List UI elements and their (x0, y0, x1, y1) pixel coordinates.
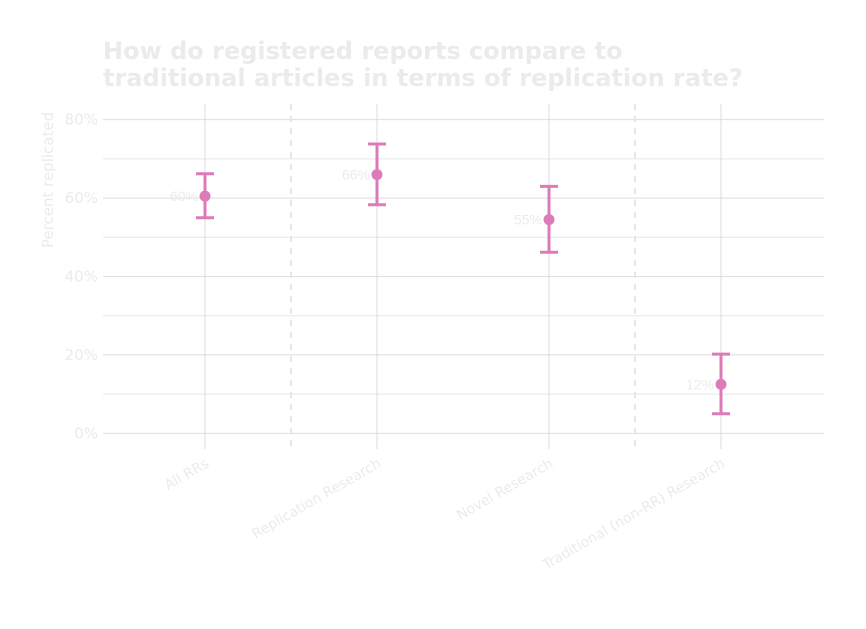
y-tick-label: 60% (65, 189, 98, 207)
x-tick-label: Traditional (non-RR) Research (539, 456, 728, 574)
data-label: 55% (514, 212, 542, 228)
data-label: 12% (686, 376, 714, 392)
chart-title-line-1: How do registered reports compare to (103, 37, 623, 65)
x-tick-label: Replication Research (249, 456, 384, 543)
y-tick-label: 0% (74, 424, 98, 442)
chart-title-line-2: traditional articles in terms of replica… (103, 64, 743, 92)
data-point (543, 214, 555, 226)
y-axis-label: Percent replicated (39, 112, 57, 248)
data-label: 66% (342, 167, 370, 183)
data-point (199, 190, 211, 202)
x-tick-label: All RRs (162, 456, 212, 494)
gridlines (103, 104, 824, 449)
x-axis-ticks: All RRs Replication Research Novel Researc… (162, 456, 728, 574)
x-tick-label: Novel Research (454, 456, 556, 524)
data-label: 60% (170, 188, 198, 204)
y-tick-label: 40% (65, 268, 98, 286)
data-marks: 60% 66% 55% 12% (170, 142, 730, 416)
y-tick-label: 20% (65, 346, 98, 364)
y-tick-label: 80% (65, 111, 98, 129)
data-point (715, 378, 727, 390)
data-point (371, 169, 383, 181)
y-axis-ticks: 0% 20% 40% 60% 80% (65, 111, 98, 443)
